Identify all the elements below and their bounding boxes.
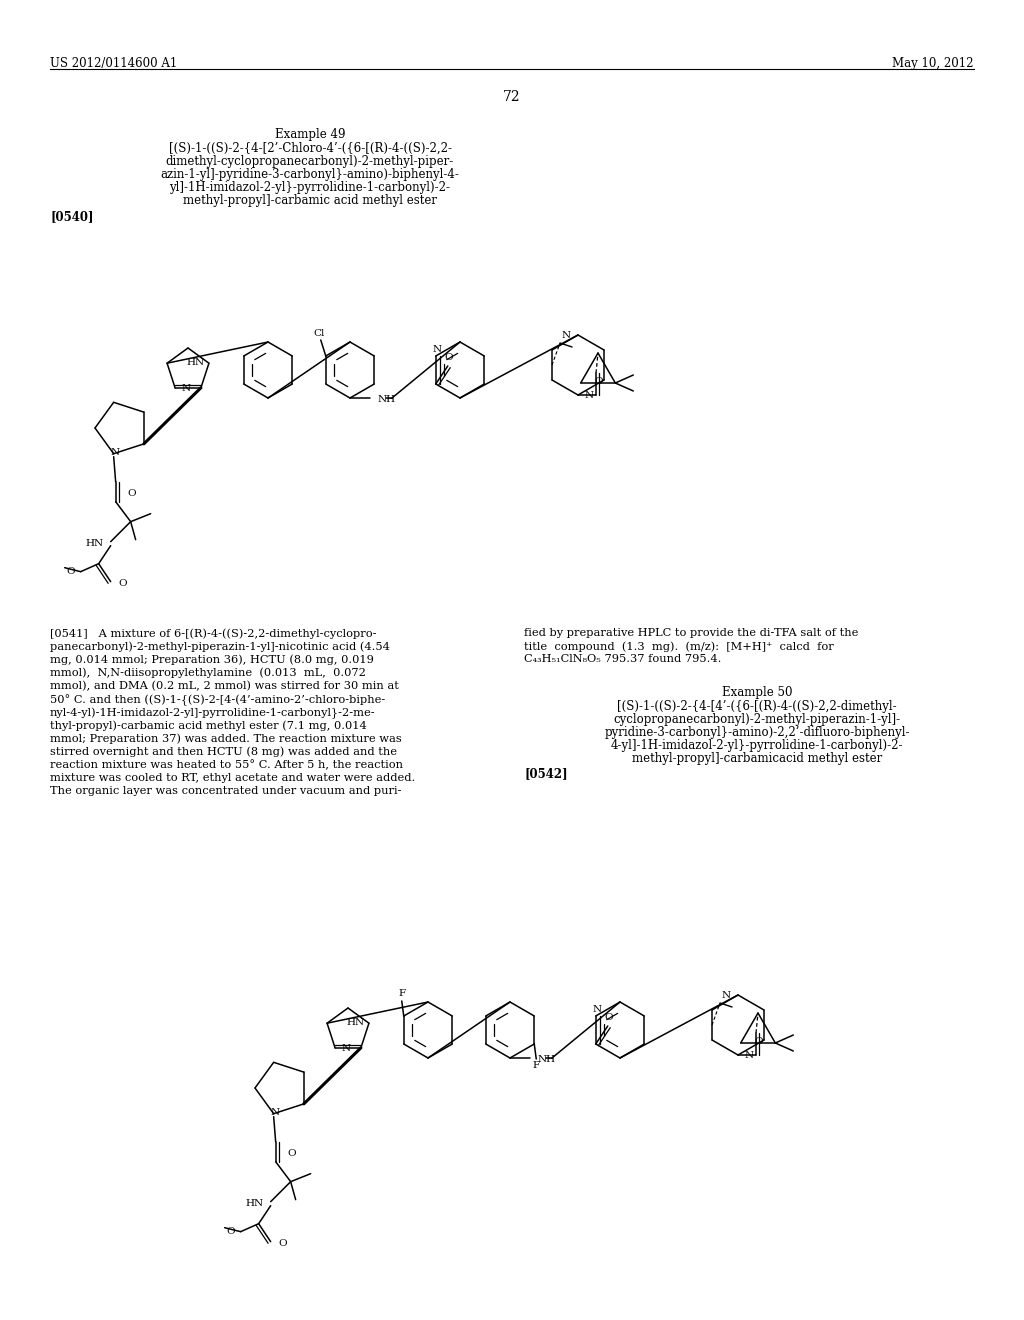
Text: fied by preparative HPLC to provide the di-TFA salt of the: fied by preparative HPLC to provide the … [524, 628, 858, 638]
Text: O: O [119, 579, 127, 589]
Text: stirred overnight and then HCTU (8 mg) was added and the: stirred overnight and then HCTU (8 mg) w… [50, 747, 397, 758]
Text: N: N [562, 330, 571, 339]
Text: mmol; Preparation 37) was added. The reaction mixture was: mmol; Preparation 37) was added. The rea… [50, 734, 401, 744]
Text: N: N [341, 1044, 350, 1053]
Text: N: N [270, 1109, 280, 1117]
Text: mg, 0.014 mmol; Preparation 36), HCTU (8.0 mg, 0.019: mg, 0.014 mmol; Preparation 36), HCTU (8… [50, 655, 374, 665]
Text: NH: NH [538, 1055, 556, 1064]
Text: N: N [745, 1051, 754, 1060]
Text: N: N [722, 990, 731, 999]
Text: N: N [585, 391, 594, 400]
Text: The organic layer was concentrated under vacuum and puri-: The organic layer was concentrated under… [50, 787, 401, 796]
Text: [(S)-1-((S)-2-{4-[4’-({6-[(R)-4-((S)-2,2-dimethyl-: [(S)-1-((S)-2-{4-[4’-({6-[(R)-4-((S)-2,2… [617, 700, 897, 713]
Text: N: N [181, 384, 190, 393]
Text: HN: HN [186, 358, 205, 367]
Text: Cl: Cl [313, 330, 325, 338]
Text: 4-yl]-1H-imidazol-2-yl}-pyrrolidine-1-carbonyl)-2-: 4-yl]-1H-imidazol-2-yl}-pyrrolidine-1-ca… [610, 739, 903, 751]
Text: Example 49: Example 49 [274, 128, 345, 141]
Text: [0541]   A mixture of 6-[(R)-4-((S)-2,2-dimethyl-cyclopro-: [0541] A mixture of 6-[(R)-4-((S)-2,2-di… [50, 628, 377, 639]
Text: [(S)-1-((S)-2-{4-[2’-Chloro-4’-({6-[(R)-4-((S)-2,2-: [(S)-1-((S)-2-{4-[2’-Chloro-4’-({6-[(R)-… [169, 143, 452, 154]
Text: O: O [604, 1014, 613, 1023]
Text: F: F [532, 1061, 540, 1071]
Text: HN: HN [86, 539, 103, 548]
Text: N: N [592, 1005, 601, 1014]
Text: O: O [444, 354, 453, 363]
Text: O: O [288, 1150, 296, 1158]
Text: May 10, 2012: May 10, 2012 [893, 57, 974, 70]
Text: mmol),  N,N-diisopropylethylamine  (0.013  mL,  0.072: mmol), N,N-diisopropylethylamine (0.013 … [50, 668, 366, 678]
Text: mmol), and DMA (0.2 mL, 2 mmol) was stirred for 30 min at: mmol), and DMA (0.2 mL, 2 mmol) was stir… [50, 681, 399, 692]
Text: O: O [226, 1228, 234, 1236]
Text: title  compound  (1.3  mg).  (m/z):  [M+H]⁺  calcd  for: title compound (1.3 mg). (m/z): [M+H]⁺ c… [524, 642, 834, 652]
Text: 72: 72 [503, 90, 521, 104]
Text: dimethyl-cyclopropanecarbonyl)-2-methyl-piper-: dimethyl-cyclopropanecarbonyl)-2-methyl-… [166, 154, 454, 168]
Text: azin-1-yl]-pyridine-3-carbonyl}-amino)-biphenyl-4-: azin-1-yl]-pyridine-3-carbonyl}-amino)-b… [161, 168, 460, 181]
Text: O: O [279, 1239, 288, 1249]
Text: mixture was cooled to RT, ethyl acetate and water were added.: mixture was cooled to RT, ethyl acetate … [50, 774, 416, 783]
Text: N: N [111, 449, 119, 457]
Text: [0540]: [0540] [50, 210, 93, 223]
Text: [0542]: [0542] [524, 768, 567, 780]
Text: methyl-propyl]-carbamic acid methyl ester: methyl-propyl]-carbamic acid methyl este… [183, 194, 437, 207]
Text: nyl-4-yl)-1H-imidazol-2-yl]-pyrrolidine-1-carbonyl}-2-me-: nyl-4-yl)-1H-imidazol-2-yl]-pyrrolidine-… [50, 708, 376, 718]
Text: O: O [66, 568, 75, 576]
Text: C₄₃H₅₁ClN₈O₅ 795.37 found 795.4.: C₄₃H₅₁ClN₈O₅ 795.37 found 795.4. [524, 655, 721, 664]
Text: methyl-propyl]-carbamicacid methyl ester: methyl-propyl]-carbamicacid methyl ester [632, 751, 882, 764]
Text: HN: HN [246, 1199, 263, 1208]
Text: N: N [432, 345, 441, 354]
Text: cyclopropanecarbonyl)-2-methyl-piperazin-1-yl]-: cyclopropanecarbonyl)-2-methyl-piperazin… [613, 713, 900, 726]
Text: thyl-propyl)-carbamic acid methyl ester (7.1 mg, 0.014: thyl-propyl)-carbamic acid methyl ester … [50, 721, 367, 731]
Text: HN: HN [347, 1018, 365, 1027]
Text: panecarbonyl)-2-methyl-piperazin-1-yl]-nicotinic acid (4.54: panecarbonyl)-2-methyl-piperazin-1-yl]-n… [50, 642, 390, 652]
Text: O: O [755, 1036, 763, 1045]
Text: 50° C. and then ((S)-1-{(S)-2-[4-(4’-amino-2’-chloro-biphe-: 50° C. and then ((S)-1-{(S)-2-[4-(4’-ami… [50, 694, 385, 706]
Text: US 2012/0114600 A1: US 2012/0114600 A1 [50, 57, 177, 70]
Text: reaction mixture was heated to 55° C. After 5 h, the reaction: reaction mixture was heated to 55° C. Af… [50, 760, 403, 771]
Text: Example 50: Example 50 [722, 685, 793, 698]
Text: F: F [398, 990, 406, 998]
Text: O: O [128, 490, 136, 498]
Text: O: O [595, 376, 603, 385]
Text: NH: NH [378, 395, 396, 404]
Text: pyridine-3-carbonyl}-amino)-2,2’-difluoro-biphenyl-: pyridine-3-carbonyl}-amino)-2,2’-difluor… [604, 726, 909, 739]
Text: yl]-1H-imidazol-2-yl}-pyrrolidine-1-carbonyl)-2-: yl]-1H-imidazol-2-yl}-pyrrolidine-1-carb… [170, 181, 451, 194]
